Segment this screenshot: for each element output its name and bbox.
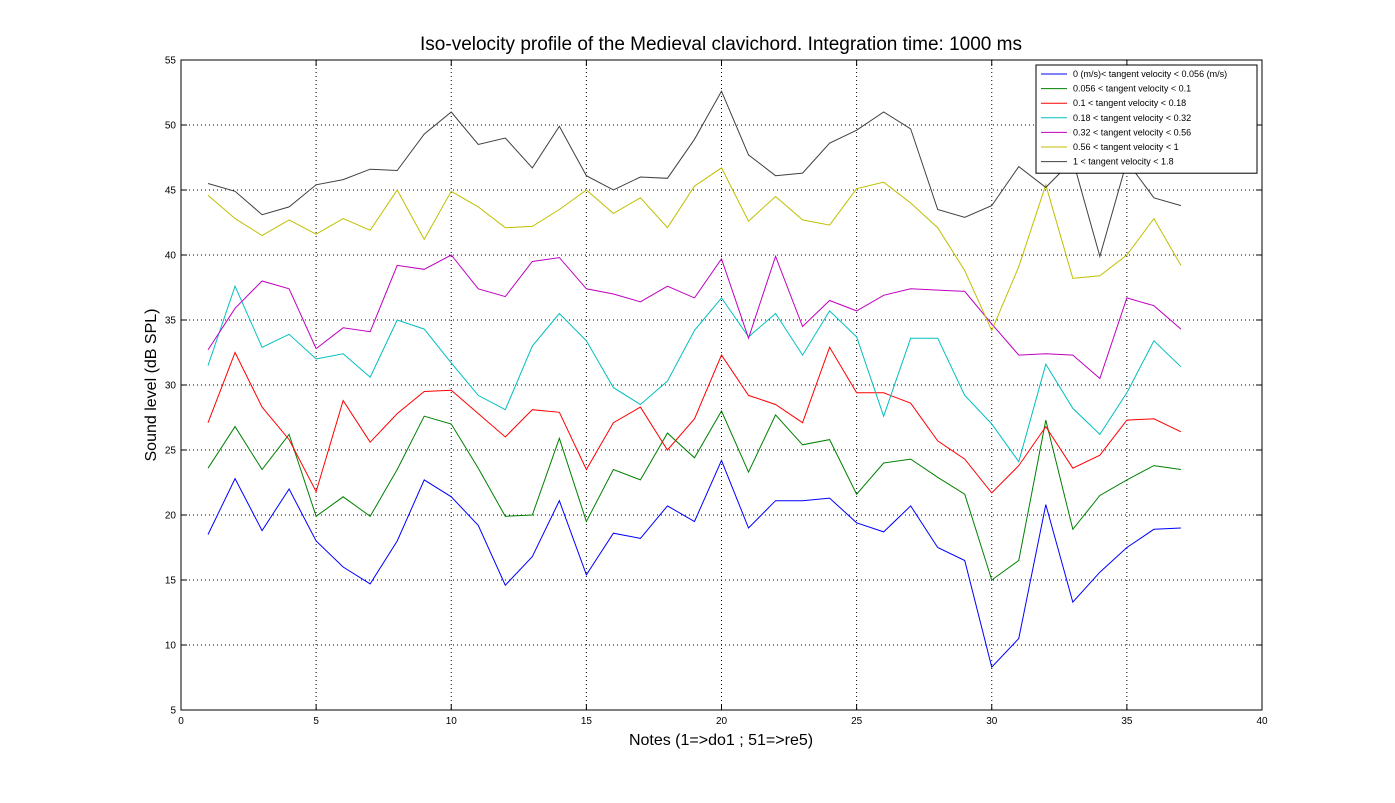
legend: 0 (m/s)< tangent velocity < 0.056 (m/s) 0… [1035, 64, 1258, 174]
series-line-6 [207, 167, 1182, 332]
legend-entry: 0.18 < tangent velocity < 0.32 [1073, 113, 1191, 123]
x-tick-label: 20 [716, 716, 728, 727]
legend-entry: 0.56 < tangent velocity < 1 [1073, 142, 1179, 152]
y-tick-label: 15 [165, 576, 177, 587]
series-line-2 [207, 409, 1182, 581]
series-line-3 [207, 346, 1182, 494]
y-tick-label: 35 [165, 316, 177, 327]
x-tick-label: 40 [1256, 716, 1268, 727]
x-axis-label: Notes (1=>do1 ; 51=>re5) [629, 732, 813, 749]
series-line-4 [207, 284, 1182, 463]
y-tick-label: 55 [165, 56, 177, 67]
y-tick-label: 30 [165, 381, 177, 392]
series-line-5 [207, 254, 1182, 380]
legend-entry: 0.056 < tangent velocity < 0.1 [1073, 84, 1191, 94]
x-tick-label: 10 [446, 716, 458, 727]
x-tick-label: 30 [986, 716, 998, 727]
x-tick-label: 5 [313, 716, 319, 727]
legend-entry: 1 < tangent velocity < 1.8 [1073, 157, 1174, 167]
data-series [207, 90, 1182, 669]
y-tick-label: 50 [165, 121, 177, 132]
x-tick-label: 15 [581, 716, 593, 727]
legend-entry: 0.1 < tangent velocity < 0.18 [1073, 98, 1186, 108]
y-tick-label: 45 [165, 186, 177, 197]
x-tick-label: 0 [178, 716, 184, 727]
series-line-1 [207, 459, 1181, 669]
y-tick-label: 10 [165, 641, 177, 652]
y-tick-label: 5 [170, 706, 176, 717]
chart-title: Iso-velocity profile of the Medieval cla… [420, 34, 1022, 55]
legend-box [1035, 64, 1258, 174]
x-tick-label: 35 [1121, 716, 1133, 727]
legend-entry: 0 (m/s)< tangent velocity < 0.056 (m/s) [1073, 69, 1227, 79]
legend-entry: 0.32 < tangent velocity < 0.56 [1073, 127, 1191, 137]
series-line-7 [207, 90, 1182, 259]
y-axis-label: Sound level (dB SPL) [143, 309, 160, 462]
y-tick-label: 25 [165, 446, 177, 457]
x-tick-label: 25 [851, 716, 863, 727]
y-tick-label: 20 [165, 511, 177, 522]
y-tick-label: 40 [165, 251, 177, 262]
